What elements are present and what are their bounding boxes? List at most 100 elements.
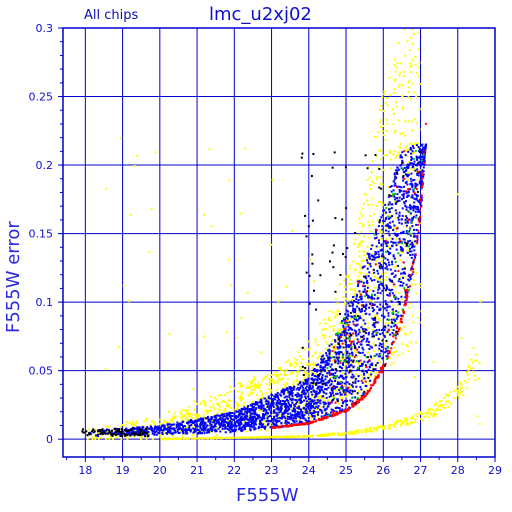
data-point	[354, 332, 357, 335]
data-point	[168, 410, 170, 413]
data-point	[282, 412, 285, 415]
data-point	[244, 147, 247, 150]
data-point	[470, 358, 473, 361]
data-point	[439, 408, 442, 411]
data-point	[176, 425, 179, 427]
data-point	[246, 424, 248, 427]
data-point	[321, 411, 324, 414]
data-point	[418, 211, 421, 214]
data-point	[362, 376, 365, 379]
data-point	[171, 433, 174, 436]
data-point	[185, 426, 188, 429]
data-point	[361, 369, 364, 372]
data-point	[418, 156, 421, 159]
data-point	[363, 235, 365, 238]
data-point	[416, 238, 419, 241]
data-point	[414, 413, 417, 416]
data-point	[361, 364, 364, 367]
data-point	[260, 351, 263, 354]
data-point	[209, 418, 212, 421]
data-point	[412, 260, 415, 263]
data-point	[360, 297, 363, 300]
data-point	[301, 358, 304, 361]
data-point	[239, 399, 242, 402]
data-point	[278, 408, 281, 411]
data-point	[370, 272, 373, 275]
data-point	[314, 341, 317, 344]
data-point	[411, 315, 414, 317]
data-point	[338, 335, 341, 338]
data-point	[390, 423, 393, 426]
data-point	[250, 391, 253, 394]
data-point	[177, 421, 180, 424]
data-point	[366, 245, 369, 248]
data-point	[372, 301, 375, 304]
data-point	[253, 426, 256, 429]
data-point	[368, 224, 370, 227]
data-point	[394, 209, 397, 212]
data-point	[364, 295, 367, 298]
data-point	[371, 362, 374, 365]
data-point	[332, 325, 335, 327]
data-point	[351, 355, 354, 358]
data-point	[247, 405, 249, 408]
data-point	[349, 355, 352, 358]
data-point	[405, 344, 408, 347]
data-point	[183, 432, 186, 435]
data-point	[352, 311, 355, 314]
data-point	[384, 218, 387, 221]
data-point	[395, 66, 398, 69]
data-point	[460, 337, 463, 339]
data-point	[190, 424, 193, 427]
data-point	[396, 169, 399, 172]
data-point	[422, 419, 424, 422]
data-point	[373, 237, 376, 240]
data-point	[371, 366, 374, 369]
data-point	[368, 348, 371, 350]
data-point	[311, 372, 314, 375]
data-point	[336, 346, 339, 349]
data-point	[398, 189, 401, 191]
data-point	[223, 421, 225, 424]
data-point	[166, 429, 169, 431]
data-point	[273, 416, 276, 419]
data-point	[240, 427, 243, 430]
data-point	[269, 410, 272, 413]
data-point	[359, 394, 362, 397]
data-point	[411, 143, 414, 146]
data-point	[199, 418, 202, 421]
data-point	[304, 387, 307, 390]
data-point	[311, 355, 314, 358]
data-point	[367, 220, 370, 223]
data-point	[314, 413, 317, 416]
data-point	[360, 429, 363, 432]
data-point	[257, 386, 260, 389]
data-point	[225, 402, 228, 405]
data-point	[412, 164, 415, 167]
data-point	[353, 329, 356, 332]
data-point	[275, 401, 278, 404]
data-point	[374, 315, 377, 318]
data-point	[323, 382, 326, 385]
data-point	[394, 233, 397, 236]
data-point	[159, 435, 162, 438]
data-point	[313, 396, 316, 399]
data-point	[345, 319, 348, 322]
data-point	[359, 294, 362, 297]
data-point	[392, 180, 395, 183]
data-point	[395, 225, 398, 228]
data-point	[366, 392, 369, 395]
data-point	[414, 186, 417, 189]
data-point	[390, 167, 392, 170]
data-point	[336, 334, 339, 337]
data-point	[354, 311, 357, 314]
data-point	[305, 420, 308, 423]
data-point	[410, 256, 413, 259]
data-point	[412, 179, 415, 182]
data-point	[332, 389, 335, 392]
data-point	[190, 421, 192, 424]
data-point	[346, 317, 349, 320]
data-point	[321, 357, 324, 360]
data-point	[473, 374, 476, 377]
data-point	[231, 412, 234, 414]
